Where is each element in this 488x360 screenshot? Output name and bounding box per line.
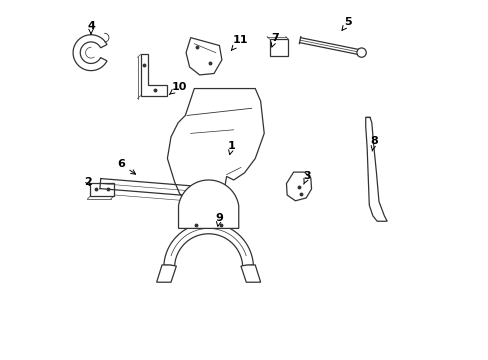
Polygon shape (163, 223, 253, 266)
Text: 4: 4 (87, 21, 95, 34)
Polygon shape (185, 38, 222, 75)
Text: 10: 10 (169, 82, 186, 95)
Polygon shape (365, 117, 386, 221)
Circle shape (356, 48, 366, 57)
Text: 5: 5 (341, 17, 351, 30)
Polygon shape (178, 180, 238, 228)
Polygon shape (286, 172, 311, 201)
Text: 8: 8 (370, 136, 377, 151)
Polygon shape (156, 265, 176, 282)
Polygon shape (73, 35, 107, 71)
Text: 1: 1 (227, 141, 235, 154)
Polygon shape (241, 265, 260, 282)
Polygon shape (140, 54, 167, 96)
Text: 6: 6 (117, 159, 135, 174)
Text: 3: 3 (303, 171, 310, 184)
Polygon shape (167, 89, 264, 202)
Polygon shape (90, 183, 113, 196)
Text: 11: 11 (231, 35, 247, 50)
Text: 7: 7 (270, 33, 278, 47)
Polygon shape (269, 39, 287, 56)
Text: 9: 9 (215, 213, 223, 226)
Text: 2: 2 (84, 177, 91, 187)
